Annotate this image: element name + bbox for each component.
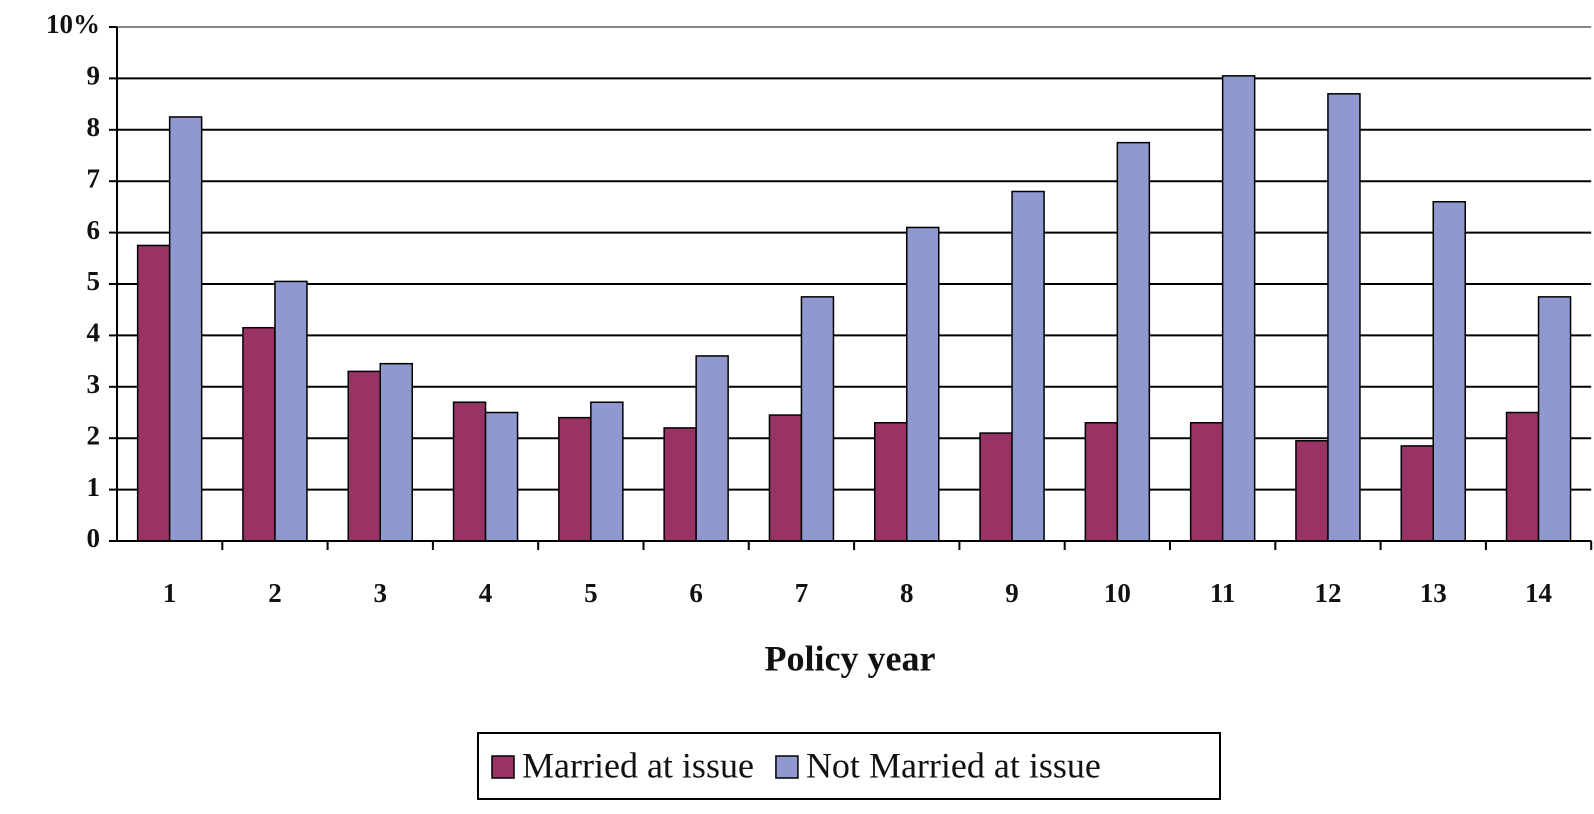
bar: [1189, 422, 1224, 542]
bar: [1432, 201, 1466, 542]
bar: [379, 362, 413, 542]
x-tick-label: 14: [1525, 578, 1552, 608]
bar: [136, 244, 171, 542]
x-axis-title: Policy year: [765, 638, 936, 678]
bar: [558, 416, 592, 542]
bar: [452, 401, 487, 542]
bar: [347, 370, 381, 542]
x-tick-label: 6: [689, 578, 703, 608]
bar: [695, 355, 729, 542]
bar: [1505, 411, 1540, 542]
legend-box: [477, 732, 1221, 800]
legend-swatch: [775, 755, 799, 779]
bar: [800, 296, 835, 542]
x-tick-label: 10: [1104, 578, 1131, 608]
legend-label: Not Married at issue: [806, 745, 1101, 785]
bar: [242, 326, 276, 542]
bar: [274, 280, 308, 542]
bar: [663, 427, 697, 542]
x-tick-label: 3: [374, 578, 388, 608]
y-tick-label: 9: [87, 61, 101, 91]
x-tick-label: 2: [268, 578, 282, 608]
y-tick-label: 2: [87, 420, 101, 450]
y-tick-label: 3: [87, 369, 101, 399]
y-tick-label: 4: [87, 318, 101, 348]
bar: [979, 432, 1013, 542]
bar: [1221, 75, 1256, 542]
x-tick-label: 8: [900, 578, 914, 608]
x-tick-label: 11: [1210, 578, 1236, 608]
bar: [906, 226, 940, 542]
y-tick-label: 10%: [46, 9, 100, 39]
y-tick-label: 5: [87, 266, 101, 296]
legend-swatch: [491, 755, 515, 779]
y-tick-label: 6: [87, 215, 101, 245]
bar: [1084, 422, 1119, 542]
bar: [1537, 296, 1572, 542]
legend-label: Married at issue: [522, 745, 754, 785]
x-tick-label: 7: [795, 578, 809, 608]
bar: [1327, 93, 1361, 542]
x-tick-label: 1: [163, 578, 177, 608]
x-tick-label: 9: [1005, 578, 1019, 608]
bar: [1295, 440, 1329, 542]
x-tick-label: 12: [1314, 578, 1341, 608]
x-tick-label: 13: [1420, 578, 1447, 608]
y-tick-label: 1: [87, 472, 101, 502]
bar: [1400, 445, 1434, 542]
y-tick-label: 0: [87, 523, 101, 553]
bar: [590, 401, 624, 542]
y-tick-label: 7: [87, 163, 101, 193]
bar: [1116, 141, 1151, 542]
x-tick-label: 5: [584, 578, 598, 608]
bar: [1011, 190, 1045, 542]
bar: [168, 116, 203, 542]
bar: [768, 414, 803, 542]
bar: [874, 422, 908, 542]
x-tick-label: 4: [479, 578, 493, 608]
y-tick-label: 8: [87, 112, 101, 142]
bar: [484, 411, 519, 542]
